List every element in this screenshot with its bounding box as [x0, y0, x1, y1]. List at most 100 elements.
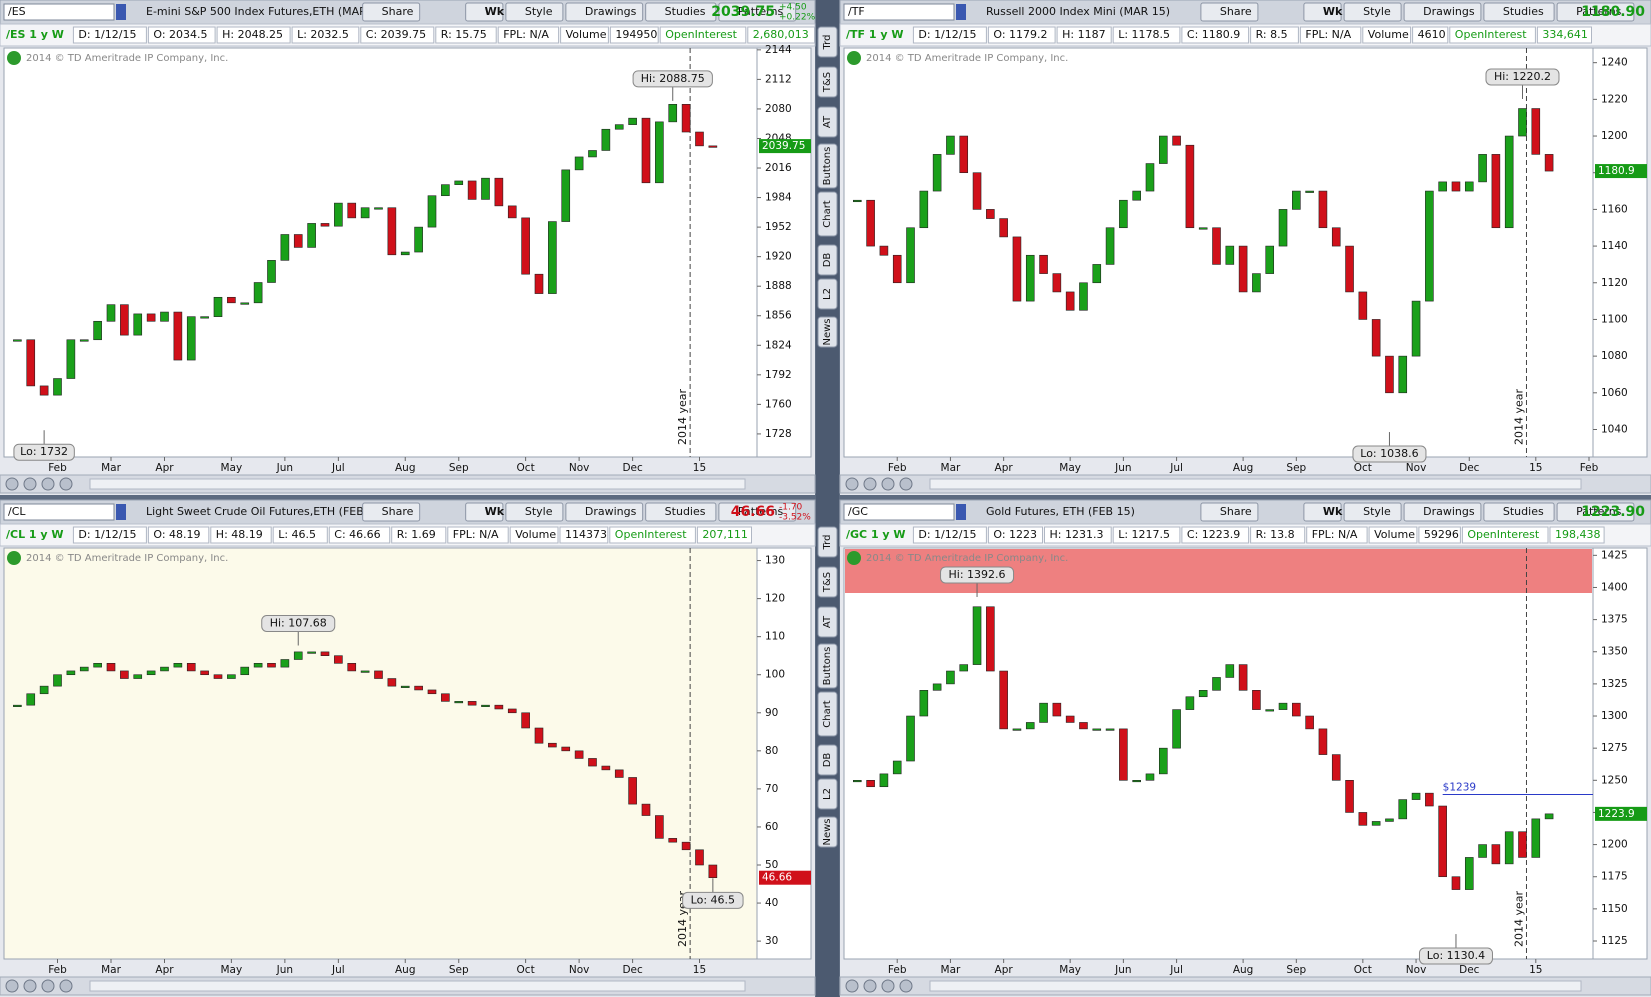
info-value: FPL: N/A — [453, 528, 499, 541]
toolbar-tab[interactable] — [817, 191, 838, 237]
footer-tool[interactable] — [845, 979, 859, 993]
symbol-dropdown[interactable] — [956, 4, 966, 20]
toolbar-tab[interactable] — [817, 316, 838, 348]
candle-body — [1025, 254, 1035, 302]
toolbar-tab[interactable] — [817, 106, 838, 138]
toolbar-button[interactable] — [1556, 502, 1635, 522]
candle-body — [1119, 199, 1128, 229]
symbol-box[interactable] — [843, 503, 955, 521]
toolbar-button[interactable] — [565, 2, 644, 22]
x-tick-label: Apr — [995, 462, 1014, 474]
footer-tool[interactable] — [5, 477, 19, 491]
toolbar-tab[interactable] — [817, 606, 838, 638]
toolbar-tab[interactable] — [817, 66, 838, 98]
toolbar-button[interactable] — [1200, 2, 1259, 22]
toolbar-button[interactable] — [565, 502, 644, 522]
footer-tool[interactable] — [41, 979, 55, 993]
info-field — [210, 526, 272, 544]
toolbar-button[interactable] — [362, 2, 421, 22]
toolbar-button[interactable] — [1303, 2, 1342, 22]
candle-body — [1132, 780, 1141, 783]
footer-tool[interactable] — [899, 477, 913, 491]
toolbar-button[interactable] — [505, 502, 564, 522]
footer-tool[interactable] — [863, 477, 877, 491]
toolbar-button[interactable] — [1200, 502, 1259, 522]
info-field — [1449, 26, 1536, 44]
footer-tool[interactable] — [41, 477, 55, 491]
toolbar-button[interactable] — [362, 502, 421, 522]
toolbar-tab-label: AT — [822, 115, 833, 128]
toolbar-button[interactable] — [1403, 502, 1482, 522]
study-label: /CL 1 y W — [6, 528, 64, 541]
toolbar-tab[interactable] — [817, 526, 838, 558]
button-label: Wk — [1323, 505, 1343, 518]
toolbar-button[interactable] — [1343, 502, 1402, 522]
candle-body — [681, 841, 691, 851]
footer-tool[interactable] — [23, 477, 37, 491]
footer-tool[interactable] — [23, 979, 37, 993]
toolbar-button[interactable] — [505, 2, 564, 22]
candle-body — [1385, 355, 1394, 394]
symbol-box[interactable] — [3, 503, 115, 521]
candle-body — [1065, 291, 1075, 311]
toolbar-button[interactable] — [645, 502, 717, 522]
toolbar-button[interactable] — [1483, 502, 1555, 522]
toolbar-tab[interactable] — [817, 691, 838, 737]
button-label: Share — [382, 5, 414, 18]
scroll-track — [89, 478, 746, 490]
candle-body — [999, 218, 1008, 238]
info-value: OpenInterest — [615, 528, 687, 541]
info-value: 207,111 — [702, 528, 748, 541]
change-pct: +0.22% — [779, 13, 816, 23]
info-icon[interactable] — [7, 51, 21, 65]
toolbar-button[interactable] — [1556, 2, 1635, 22]
toolbar-tab[interactable] — [817, 143, 838, 189]
footer-tool[interactable] — [881, 477, 895, 491]
footer-tool[interactable] — [845, 477, 859, 491]
candle-body — [26, 339, 36, 387]
toolbar-button[interactable] — [1403, 2, 1482, 22]
candle-body — [1252, 273, 1261, 293]
toolbar-button[interactable] — [465, 502, 504, 522]
toolbar-tab[interactable] — [817, 26, 838, 58]
toolbar-tab[interactable] — [817, 244, 838, 276]
toolbar-tab[interactable] — [817, 816, 838, 848]
toolbar-tab[interactable] — [817, 643, 838, 689]
candle-body — [400, 251, 410, 256]
candle-body — [93, 663, 102, 668]
toolbar-tab[interactable] — [817, 778, 838, 810]
symbol-dropdown[interactable] — [116, 504, 126, 520]
toolbar-button[interactable] — [1303, 502, 1342, 522]
toolbar-button[interactable] — [1343, 2, 1402, 22]
footer-tool[interactable] — [59, 979, 73, 993]
symbol-dropdown[interactable] — [956, 504, 966, 520]
footer-tool[interactable] — [899, 979, 913, 993]
toolbar-tab[interactable] — [817, 744, 838, 776]
info-icon[interactable] — [847, 551, 861, 565]
info-value: 194950 — [615, 28, 657, 41]
toolbar-tab[interactable] — [817, 566, 838, 598]
x-tick-label: Feb — [48, 462, 67, 474]
footer-tool[interactable] — [5, 979, 19, 993]
toolbar-button[interactable] — [465, 2, 504, 22]
toolbar-tab[interactable] — [817, 278, 838, 310]
symbol-box[interactable] — [843, 3, 955, 21]
candle-body — [1292, 702, 1301, 717]
toolbar-button[interactable] — [645, 2, 717, 22]
candle-body — [919, 190, 929, 229]
symbol-dropdown[interactable] — [116, 4, 126, 20]
footer-tool[interactable] — [863, 979, 877, 993]
info-icon[interactable] — [7, 551, 21, 565]
toolbar-button[interactable] — [718, 2, 797, 22]
y-tick-label: 30 — [765, 935, 778, 947]
info-icon[interactable] — [847, 51, 861, 65]
lo-label: Lo: 1732 — [20, 445, 68, 458]
info-field — [360, 26, 435, 44]
toolbar-button[interactable] — [1483, 2, 1555, 22]
candle-body — [267, 663, 276, 668]
y-tick-label: 120 — [765, 593, 785, 605]
symbol-box[interactable] — [3, 3, 115, 21]
footer-tool[interactable] — [881, 979, 895, 993]
toolbar-button[interactable] — [718, 502, 797, 522]
footer-tool[interactable] — [59, 477, 73, 491]
